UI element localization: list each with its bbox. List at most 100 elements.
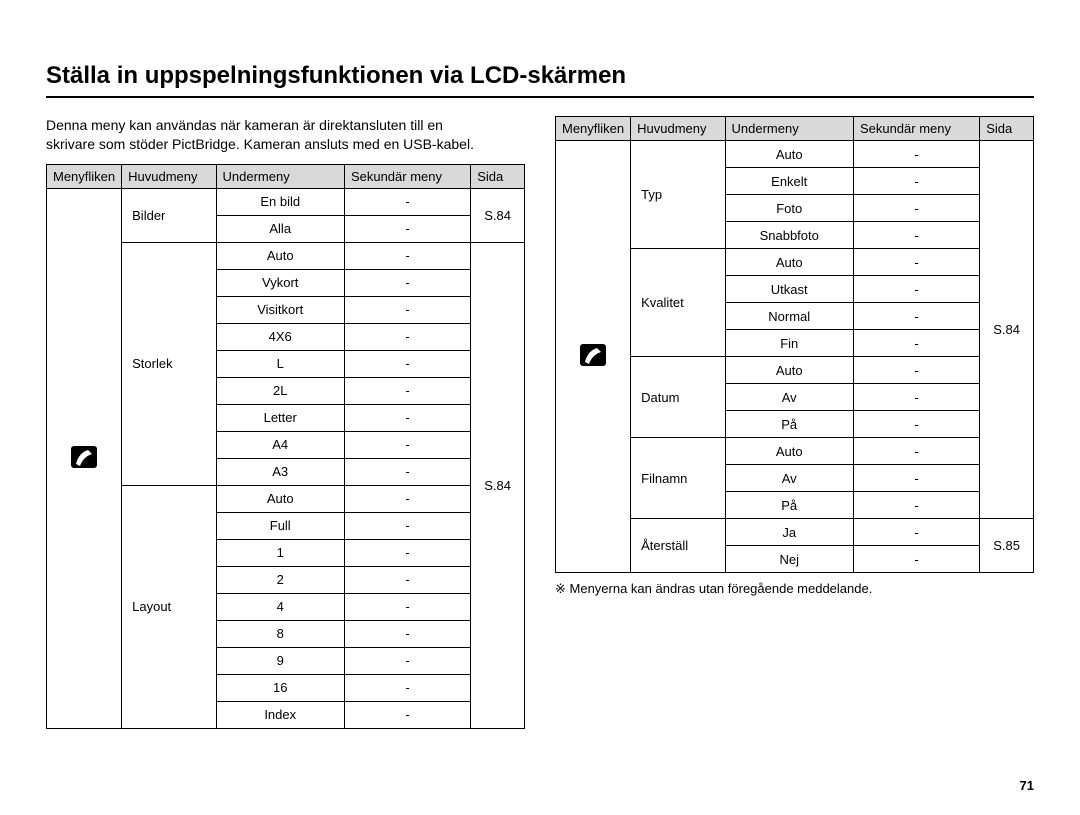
th-sekundar: Sekundär meny [344,164,470,188]
right-column: Menyfliken Huvudmeny Undermeny Sekundär … [555,116,1034,729]
sek: - [344,458,470,485]
sub: Av [725,465,853,492]
sub: Auto [725,249,853,276]
intro-line-2: skrivare som stöder PictBridge. Kameran … [46,136,474,152]
sub: En bild [216,188,344,215]
th-undermeny: Undermeny [216,164,344,188]
left-icon-cell [47,188,122,728]
sek: - [853,465,979,492]
sek: - [853,438,979,465]
sek: - [344,647,470,674]
sub: A4 [216,431,344,458]
sub: Auto [725,438,853,465]
th-huvudmeny: Huvudmeny [122,164,216,188]
page-title: Ställa in uppspelningsfunktionen via LCD… [46,62,1034,98]
sida-bilder: S.84 [471,188,525,242]
huvud-datum: Datum [631,357,725,438]
sub: Auto [216,485,344,512]
sek: - [853,492,979,519]
th-sida: Sida [980,117,1034,141]
sub: Auto [725,357,853,384]
sub: Ja [725,519,853,546]
sek: - [344,431,470,458]
sek: - [344,485,470,512]
huvud-storlek: Storlek [122,242,216,485]
sida-main: S.84 [980,141,1034,519]
page-number: 71 [1020,778,1034,793]
right-menu-table: Menyfliken Huvudmeny Undermeny Sekundär … [555,116,1034,573]
sub: Utkast [725,276,853,303]
sub: Enkelt [725,168,853,195]
sek: - [853,384,979,411]
intro-line-1: Denna meny kan användas när kameran är d… [46,117,443,133]
sek: - [344,404,470,431]
sek: - [853,330,979,357]
th-sekundar: Sekundär meny [853,117,979,141]
intro-text: Denna meny kan användas när kameran är d… [46,116,525,154]
pictbridge-icon [580,344,606,366]
huvud-aterstall: Återställ [631,519,725,573]
sub: 4X6 [216,323,344,350]
sub: Auto [216,242,344,269]
sek: - [344,701,470,728]
sub: L [216,350,344,377]
sek: - [344,215,470,242]
sek: - [853,249,979,276]
sek: - [853,222,979,249]
right-icon-cell [556,141,631,573]
sub: Auto [725,141,853,168]
sub: 16 [216,674,344,701]
huvud-bilder: Bilder [122,188,216,242]
sek: - [344,377,470,404]
sek: - [853,303,979,330]
huvud-layout: Layout [122,485,216,728]
th-huvudmeny: Huvudmeny [631,117,725,141]
sek: - [344,674,470,701]
sek: - [344,242,470,269]
sub: På [725,411,853,438]
sek: - [344,269,470,296]
sub: Vykort [216,269,344,296]
sida-reset: S.85 [980,519,1034,573]
th-menyfliken: Menyfliken [556,117,631,141]
sek: - [344,323,470,350]
sub: Letter [216,404,344,431]
sek: - [853,411,979,438]
sek: - [853,519,979,546]
th-undermeny: Undermeny [725,117,853,141]
sub: Visitkort [216,296,344,323]
sub: Snabbfoto [725,222,853,249]
huvud-typ: Typ [631,141,725,249]
sek: - [344,566,470,593]
sek: - [853,195,979,222]
sub: På [725,492,853,519]
sida-rest: S.84 [471,242,525,728]
th-menyfliken: Menyfliken [47,164,122,188]
sub: 8 [216,620,344,647]
sek: - [853,357,979,384]
huvud-filnamn: Filnamn [631,438,725,519]
sub: A3 [216,458,344,485]
sub: 4 [216,593,344,620]
sub: Av [725,384,853,411]
sek: - [344,593,470,620]
sek: - [344,296,470,323]
sek: - [344,539,470,566]
sub: Alla [216,215,344,242]
sub: 2L [216,377,344,404]
sub: Nej [725,546,853,573]
sub: Index [216,701,344,728]
sub: Fin [725,330,853,357]
sub: 2 [216,566,344,593]
sek: - [344,620,470,647]
sub: 9 [216,647,344,674]
sek: - [853,546,979,573]
th-sida: Sida [471,164,525,188]
left-column: Denna meny kan användas när kameran är d… [46,116,525,729]
sek: - [853,276,979,303]
left-menu-table: Menyfliken Huvudmeny Undermeny Sekundär … [46,164,525,729]
sub: 1 [216,539,344,566]
huvud-kvalitet: Kvalitet [631,249,725,357]
sub: Foto [725,195,853,222]
pictbridge-icon [71,446,97,468]
